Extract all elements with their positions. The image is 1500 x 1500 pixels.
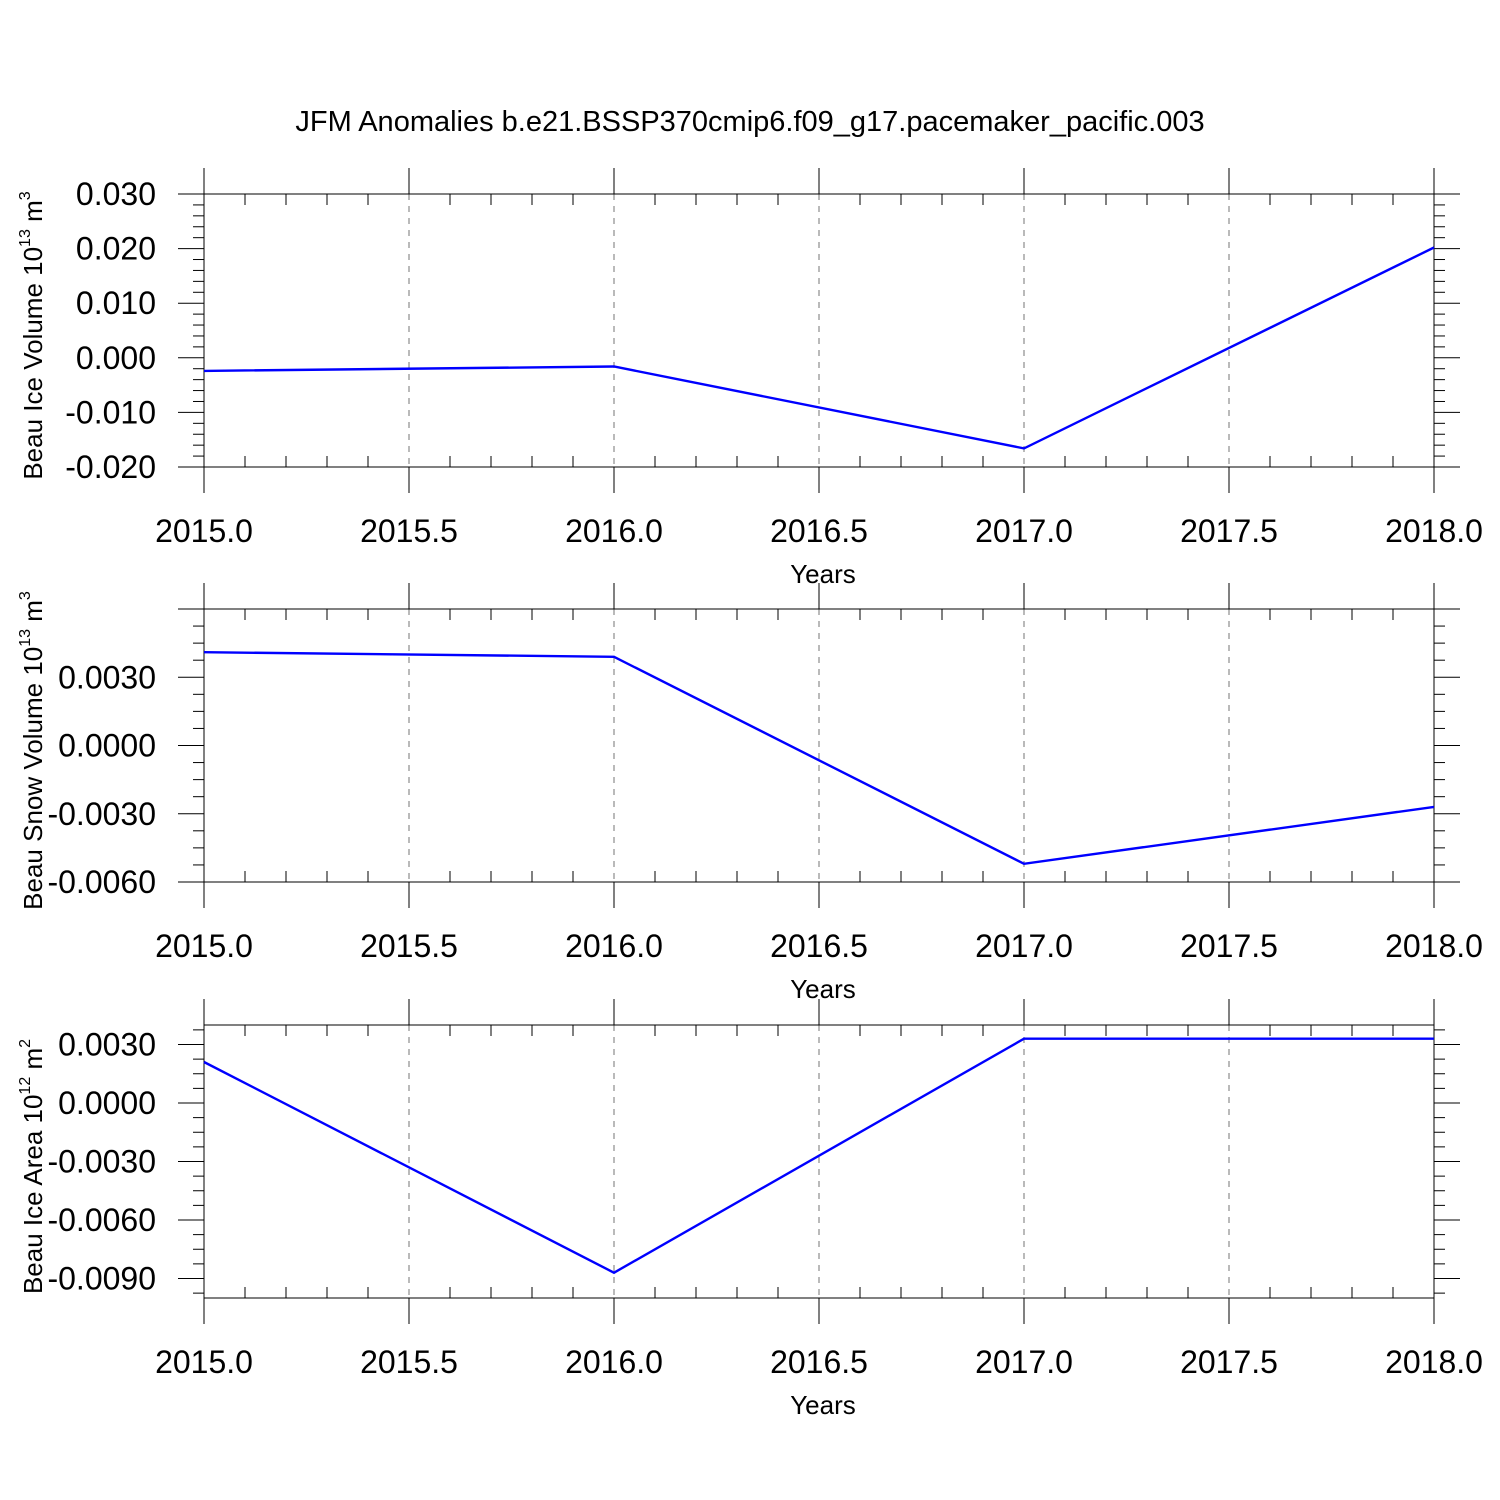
x-axis-title: Years xyxy=(790,559,856,589)
y-tick-label: 0.0000 xyxy=(58,728,156,764)
x-tick-label: 2016.5 xyxy=(770,928,868,964)
y-tick-label: 0.030 xyxy=(76,176,156,212)
y-axis-title: Beau Snow Volume 1013 m3 xyxy=(17,591,48,910)
x-tick-label: 2017.0 xyxy=(975,513,1073,549)
x-tick-label: 2018.0 xyxy=(1385,928,1483,964)
x-tick-label: 2016.0 xyxy=(565,928,663,964)
y-tick-label: 0.0000 xyxy=(58,1085,156,1121)
x-tick-label: 2015.5 xyxy=(360,928,458,964)
chart-panel-2: 2015.0 2015.5 2016.0 2016.5 2017.0 2017.5 2018… xyxy=(17,583,1483,1004)
x-tick-label: 2016.0 xyxy=(565,513,663,549)
x-tick-label: 2015.0 xyxy=(155,928,253,964)
y-tick-label: -0.010 xyxy=(65,394,156,430)
x-tick-label: 2018.0 xyxy=(1385,1344,1483,1380)
chart-panel-1: 2015.0 2015.5 2016.0 2016.5 2017.0 2017.5 2018… xyxy=(17,168,1483,589)
x-tick-label: 2015.5 xyxy=(360,1344,458,1380)
y-tick-label: -0.0090 xyxy=(47,1261,156,1297)
y-axis-title: Beau Ice Area 1012 m2 xyxy=(17,1039,48,1294)
panels: 2015.0 2015.5 2016.0 2016.5 2017.0 2017.5 2018… xyxy=(17,168,1483,1420)
x-tick-label: 2016.5 xyxy=(770,1344,868,1380)
x-tick-label: 2017.5 xyxy=(1180,513,1278,549)
x-tick-label: 2015.5 xyxy=(360,513,458,549)
x-axis-title: Years xyxy=(790,974,856,1004)
series-line xyxy=(203,246,1435,450)
x-tick-label: 2015.0 xyxy=(155,1344,253,1380)
y-tick-label: 0.010 xyxy=(76,285,156,321)
y-tick-label: 0.0030 xyxy=(58,659,156,695)
x-tick-label: 2017.5 xyxy=(1180,928,1278,964)
y-tick-label: -0.0030 xyxy=(47,796,156,832)
y-tick-label: -0.0060 xyxy=(47,864,156,900)
x-tick-label: 2015.0 xyxy=(155,513,253,549)
x-tick-label: 2016.5 xyxy=(770,513,868,549)
y-axis-title: Beau Ice Volume 1013 m3 xyxy=(17,191,48,479)
y-tick-label: -0.0030 xyxy=(47,1144,156,1180)
y-tick-label: 0.0030 xyxy=(58,1027,156,1063)
x-tick-label: 2017.5 xyxy=(1180,1344,1278,1380)
y-tick-label: 0.000 xyxy=(76,340,156,376)
y-tick-label: 0.020 xyxy=(76,231,156,267)
figure-title: JFM Anomalies b.e21.BSSP370cmip6.f09_g17… xyxy=(295,106,1204,138)
y-tick-label: -0.020 xyxy=(65,449,156,485)
series-line xyxy=(203,1037,1434,1275)
chart-panel-3: 2015.0 2015.5 2016.0 2016.5 2017.0 2017.5 2018… xyxy=(17,999,1483,1420)
x-tick-label: 2017.0 xyxy=(975,928,1073,964)
y-tick-label: -0.0060 xyxy=(47,1202,156,1238)
x-tick-label: 2016.0 xyxy=(565,1344,663,1380)
x-axis-title: Years xyxy=(790,1390,856,1420)
x-tick-label: 2017.0 xyxy=(975,1344,1073,1380)
series-line xyxy=(203,651,1435,866)
x-tick-label: 2018.0 xyxy=(1385,513,1483,549)
